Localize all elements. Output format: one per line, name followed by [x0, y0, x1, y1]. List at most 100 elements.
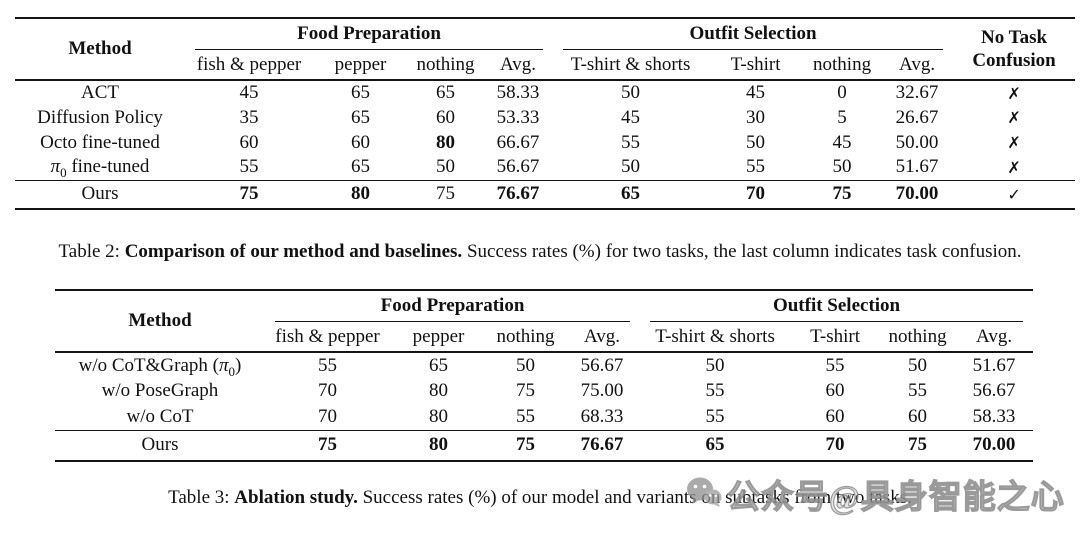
value-cell: 50: [832, 156, 852, 178]
value-cell-best: 80: [436, 131, 455, 153]
caption-bold: Comparison of our method and baselines.: [124, 241, 463, 262]
caption-rest: Success rates (%) of our model and varia…: [357, 487, 912, 508]
value-cell: 65: [436, 82, 455, 103]
value-cell: 55: [825, 354, 845, 376]
value-cell-best: 75: [880, 429, 956, 461]
value-cell: 45: [621, 106, 641, 128]
value-cell: 75: [408, 179, 483, 209]
caption-bold: Ablation study.: [234, 487, 358, 508]
value-cell: 56.67: [972, 380, 1016, 401]
cross-mark-icon: ✗: [1007, 83, 1021, 103]
value-cell: 56.67: [580, 354, 624, 376]
col-header: nothing: [487, 322, 564, 353]
table2-comparison: Method Food Preparation Outfit Selection…: [15, 17, 1076, 210]
value-cell: 50: [621, 82, 641, 103]
value-cell: 50.00: [895, 131, 939, 153]
table-row-wo-posegraph: w/o PoseGraph 70 80 75 75.00 55 60 55 56…: [55, 378, 1033, 404]
col-header: fish & pepper: [265, 322, 390, 353]
group-label-food: Food Preparation: [275, 293, 631, 322]
value-cell-best: 75: [487, 429, 564, 461]
col-header: fish & pepper: [185, 50, 313, 81]
value-cell: 56.67: [496, 156, 540, 178]
value-cell: 60: [239, 131, 259, 153]
value-cell-best: 70.00: [955, 429, 1034, 461]
value-cell: 65: [351, 82, 370, 103]
value-cell: 75: [516, 380, 535, 401]
value-cell: 65: [351, 156, 370, 178]
table3-caption: Table 3: Ablation study. Success rates (…: [0, 487, 1080, 509]
col-header: pepper: [390, 322, 487, 353]
value-cell-best: 65: [553, 179, 709, 209]
method-cell: Diffusion Policy: [37, 106, 163, 128]
value-cell-best: 75: [803, 179, 882, 209]
group-label-outfit: Outfit Selection: [650, 293, 1024, 322]
method-text: ): [235, 354, 242, 376]
value-cell: 60: [436, 106, 455, 128]
confusion-header-line1: No Task: [981, 27, 1048, 48]
value-cell-best: 75: [185, 179, 313, 209]
method-text: w/o CoT&Graph (: [78, 354, 219, 376]
group-label-outfit: Outfit Selection: [563, 21, 944, 50]
value-cell: 80: [429, 380, 448, 401]
pi-subscript: 0: [60, 165, 67, 181]
value-cell-best: 70: [790, 429, 881, 461]
value-cell-best: 76.67: [564, 429, 641, 461]
value-cell-best: 65: [640, 429, 791, 461]
value-cell: 51.67: [972, 354, 1016, 376]
value-cell: 5: [837, 106, 847, 128]
value-cell-best: 70.00: [881, 179, 954, 209]
value-cell: 51.67: [895, 156, 939, 178]
value-cell: 50: [746, 131, 766, 153]
value-cell: 75.00: [580, 380, 624, 401]
col-header: nothing: [803, 50, 882, 81]
value-cell: 68.33: [580, 405, 624, 427]
value-cell: 50: [516, 354, 535, 376]
value-cell: 55: [705, 405, 725, 427]
method-cell: Ours: [15, 179, 185, 209]
pi-subscript: 0: [228, 363, 236, 379]
cross-mark-icon: ✗: [1007, 108, 1021, 127]
method-cell: w/o CoT: [126, 405, 194, 427]
value-cell: 55: [621, 131, 641, 153]
col-header: T-shirt & shorts: [553, 50, 709, 81]
table2-subheader-row: fish & pepper pepper nothing Avg. T-shir…: [15, 50, 1075, 81]
value-cell: 55: [516, 405, 535, 427]
method-text: fine-tuned: [66, 156, 150, 178]
table2-group-outfit-selection: Outfit Selection: [553, 18, 953, 50]
table-row-ours: Ours 75 80 75 76.67 65 70 75 70.00: [55, 429, 1034, 461]
confusion-header-line2: Confusion: [972, 50, 1056, 71]
table3-method-header: Method: [55, 290, 265, 353]
method-cell: Ours: [55, 429, 265, 461]
value-cell: 55: [908, 380, 928, 401]
caption-prefix: Table 2:: [58, 241, 125, 262]
col-header: Avg.: [955, 322, 1034, 353]
group-label-food: Food Preparation: [195, 21, 544, 50]
value-cell: 70: [318, 380, 337, 401]
cross-mark-icon: ✗: [1007, 157, 1021, 177]
table-row-wo-cot: w/o CoT 70 80 55 68.33 55 60 60 58.33: [55, 404, 1033, 430]
method-cell: π0 fine-tuned: [15, 155, 185, 180]
value-cell: 58.33: [496, 82, 540, 103]
value-cell: 45: [746, 82, 766, 103]
check-mark-icon: ✓: [953, 179, 1076, 209]
value-cell-best: 75: [265, 429, 390, 461]
table2-group-header-row: Method Food Preparation Outfit Selection…: [15, 18, 1076, 81]
value-cell: 53.33: [496, 106, 540, 128]
value-cell: 65: [429, 354, 448, 376]
value-cell: 66.67: [496, 131, 540, 153]
table2-method-header: Method: [15, 18, 185, 81]
table-row-diffusion-policy: Diffusion Policy 35 65 60 53.33 45 30 5 …: [15, 105, 1075, 130]
value-cell: 50: [908, 354, 928, 376]
col-header: Avg.: [881, 50, 954, 81]
table-row-ours: Ours 75 80 75 76.67 65 70 75 70.00 ✓: [15, 179, 1076, 209]
value-cell: 30: [746, 106, 766, 128]
method-cell: w/o CoT&Graph (π0): [55, 352, 265, 378]
table3-ablation: Method Food Preparation Outfit Selection…: [55, 289, 1034, 462]
table3-group-outfit-selection: Outfit Selection: [640, 290, 1033, 322]
value-cell: 65: [351, 106, 370, 128]
value-cell: 60: [351, 131, 370, 153]
table2-group-food-preparation: Food Preparation: [185, 18, 553, 50]
value-cell: 0: [837, 82, 847, 103]
col-header: nothing: [408, 50, 483, 81]
col-header: T-shirt: [708, 50, 804, 81]
